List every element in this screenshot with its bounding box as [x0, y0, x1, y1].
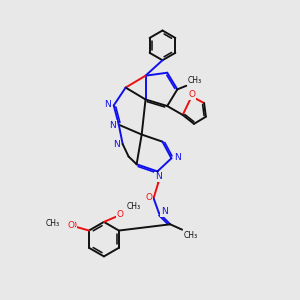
Text: CH₃: CH₃ — [46, 219, 60, 228]
Text: CH₃: CH₃ — [126, 202, 140, 211]
Text: N: N — [113, 140, 119, 148]
Text: N: N — [104, 100, 111, 109]
Text: N: N — [154, 172, 161, 181]
Text: CH₃: CH₃ — [184, 231, 198, 240]
Text: CH₃: CH₃ — [188, 76, 202, 85]
Text: O: O — [189, 90, 196, 99]
Text: N: N — [174, 153, 181, 162]
Text: N: N — [161, 207, 168, 216]
Text: O: O — [146, 193, 153, 202]
Text: O: O — [68, 221, 75, 230]
Text: O: O — [117, 210, 124, 219]
Text: O: O — [69, 221, 76, 230]
Text: N: N — [110, 121, 116, 130]
